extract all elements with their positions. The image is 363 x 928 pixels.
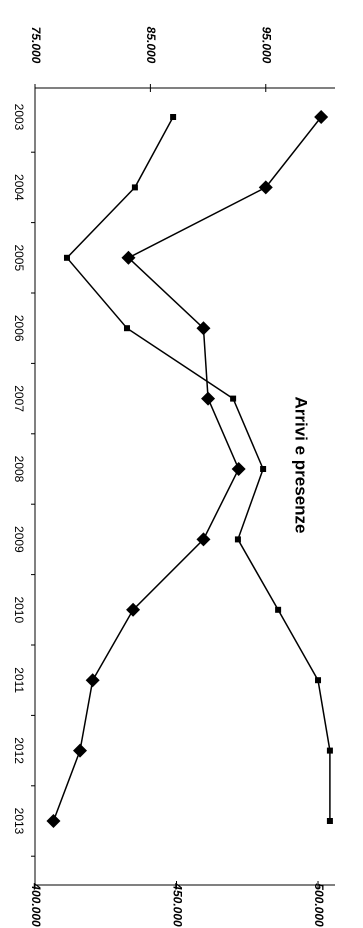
diamond-marker: [196, 532, 211, 547]
x-tick-label: 2011: [12, 667, 26, 693]
y-tick-label: 85.000: [144, 27, 158, 64]
diamond-marker: [196, 321, 211, 336]
square-marker: [326, 747, 333, 754]
y2-tick-label: 450.000: [170, 882, 184, 927]
x-tick-label: 2006: [12, 315, 26, 342]
diamond-marker: [85, 673, 100, 688]
x-tick-label: 2004: [12, 174, 26, 201]
diamond-marker: [314, 110, 329, 124]
chart-title: Arrivi e presenze: [292, 396, 311, 533]
x-tick-label: 2005: [12, 244, 26, 271]
square-marker: [123, 325, 130, 332]
diamond-marker: [201, 391, 216, 406]
diamond-marker: [231, 462, 246, 476]
x-tick-label: 2007: [12, 385, 26, 412]
square-marker: [275, 606, 282, 613]
x-tick-label: 2003: [12, 104, 26, 131]
diamond-marker: [258, 180, 273, 195]
diamond-marker: [73, 743, 87, 758]
square-marker: [260, 466, 267, 472]
x-tick-label: 2012: [12, 737, 26, 764]
y-tick-label: 95.000: [260, 27, 274, 64]
square-marker: [315, 677, 322, 684]
diamond-marker: [121, 250, 136, 265]
square-marker: [230, 395, 237, 402]
y2-tick-label: 400.000: [29, 882, 43, 927]
square-marker: [63, 254, 70, 261]
square-marker: [131, 184, 138, 191]
series-line: [52, 116, 322, 822]
x-tick-label: 2008: [12, 456, 26, 483]
x-tick-label: 2013: [12, 808, 26, 835]
y-tick-label: 75.000: [29, 27, 43, 64]
diamond-marker: [46, 814, 61, 828]
y2-tick-label: 500.000: [312, 883, 326, 927]
x-tick-label: 2009: [12, 526, 26, 553]
square-marker: [326, 818, 333, 824]
square-marker: [170, 114, 177, 120]
diamond-marker: [126, 602, 141, 617]
square-marker: [234, 536, 241, 543]
x-tick-label: 2010: [12, 596, 26, 623]
